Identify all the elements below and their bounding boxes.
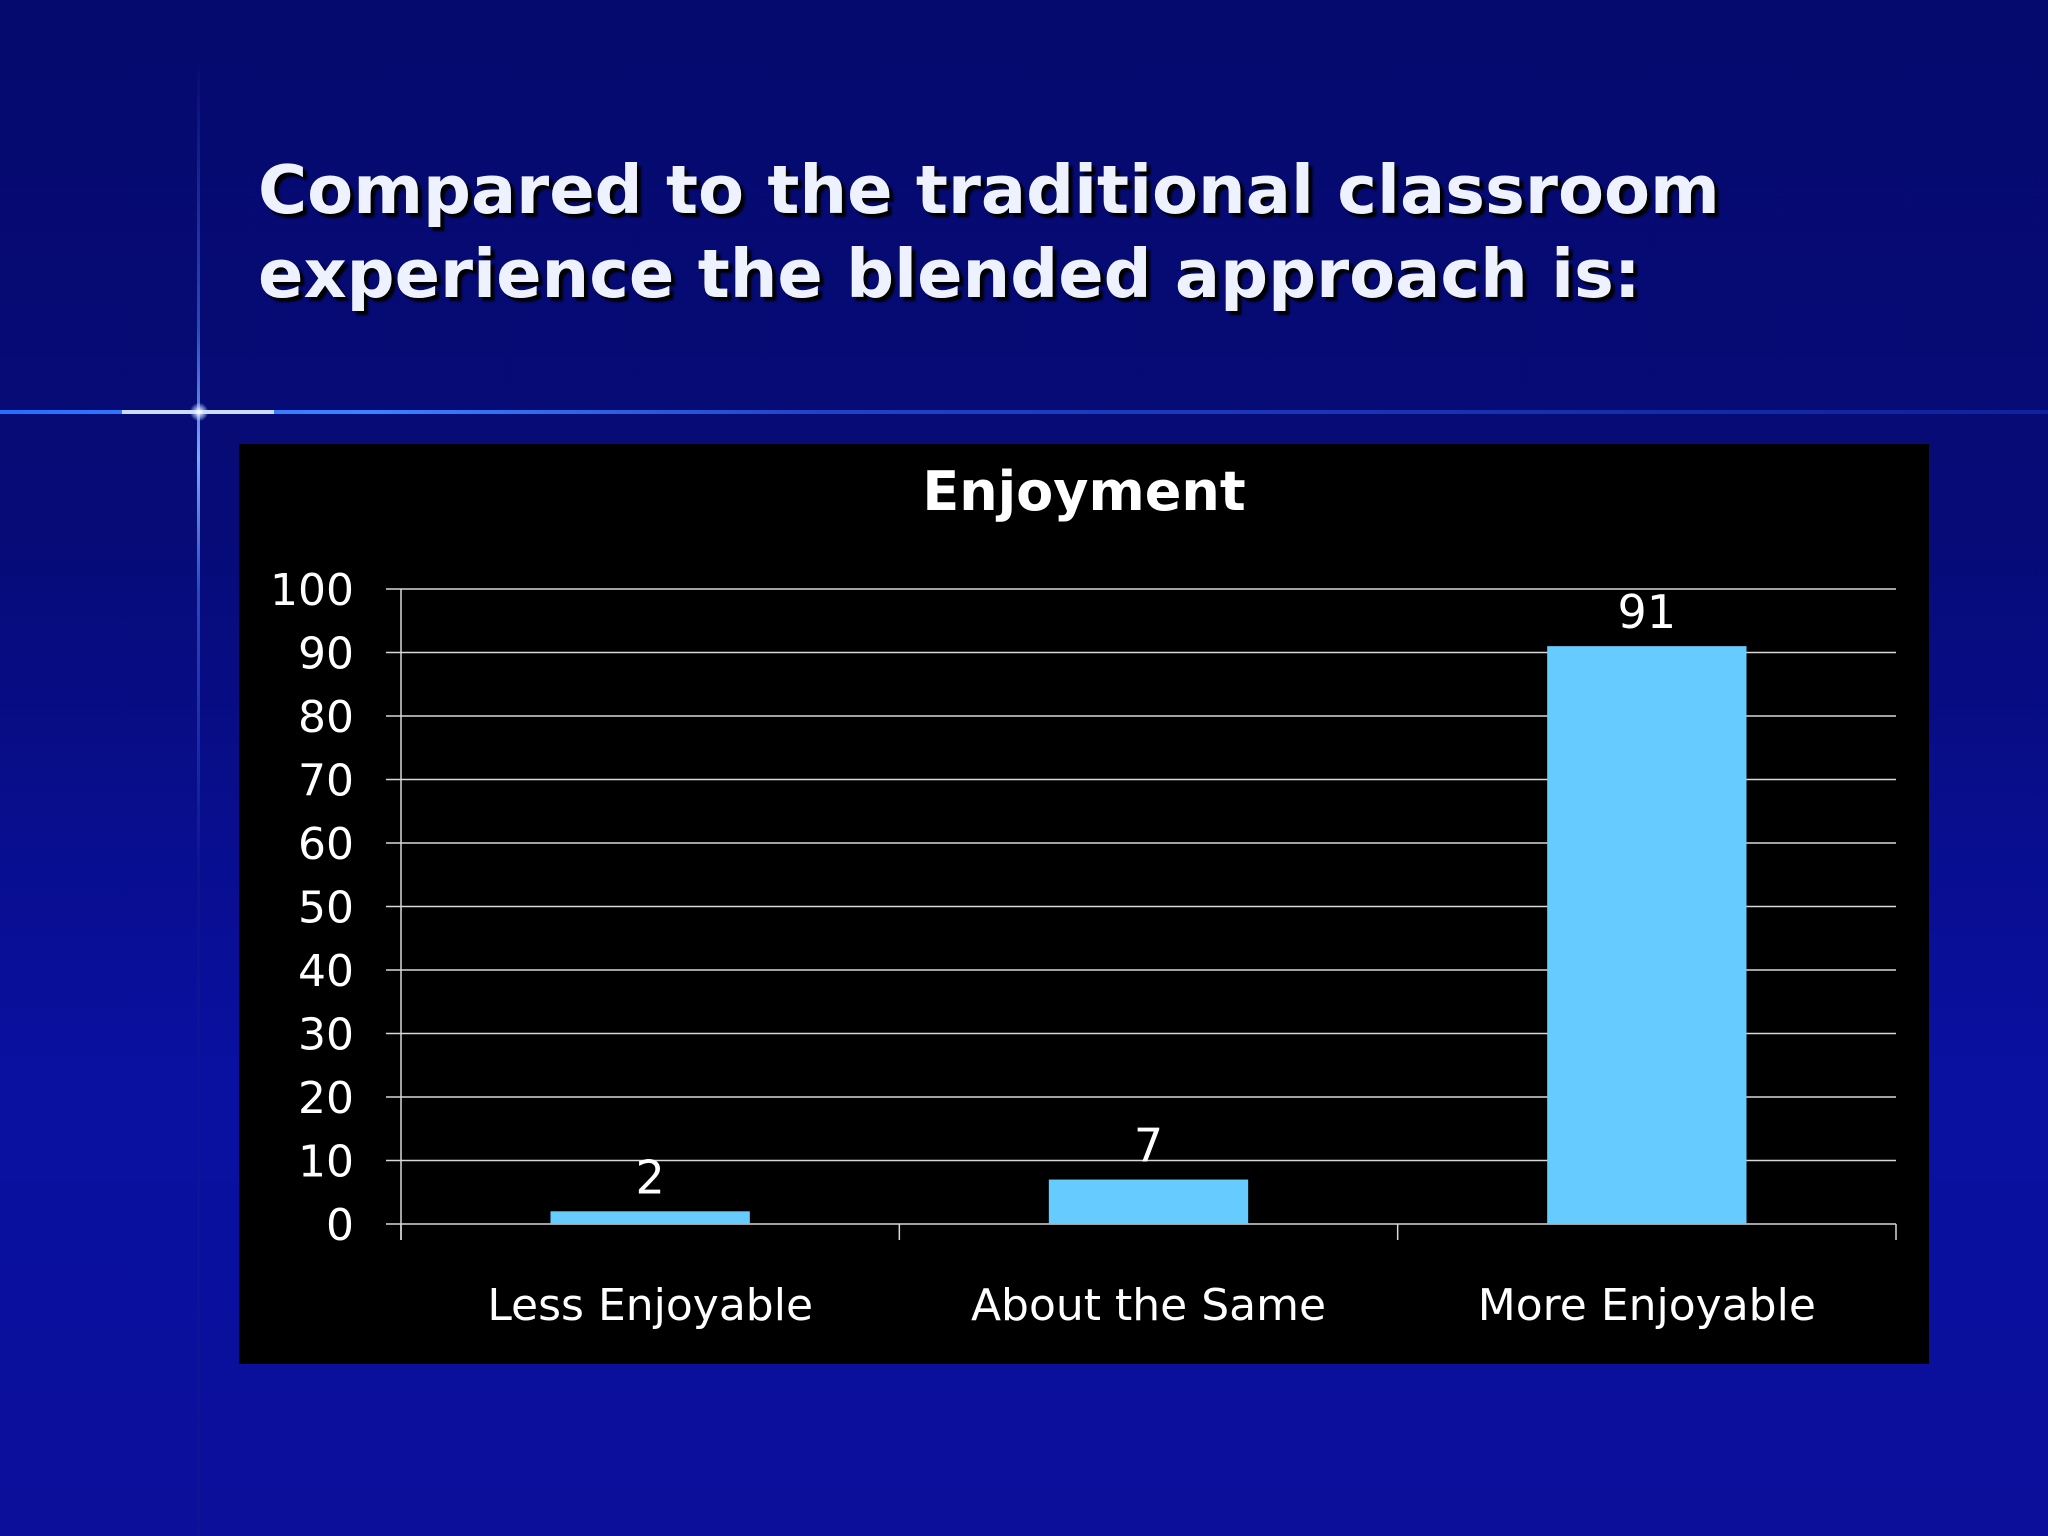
data-label: 91 <box>1618 585 1677 639</box>
x-tick-label: More Enjoyable <box>1478 1280 1816 1331</box>
y-tick-label: 10 <box>298 1137 354 1188</box>
x-tick-labels: Less Enjoyable About the Same More Enjoyab… <box>487 1280 1816 1331</box>
y-tick-label: 40 <box>298 946 354 997</box>
x-tick-label: About the Same <box>971 1280 1326 1331</box>
y-tick-label: 90 <box>298 629 354 680</box>
y-tick-label: 100 <box>270 565 354 616</box>
decorative-horizontal-line <box>0 410 2048 414</box>
decorative-vertical-line <box>197 60 200 1536</box>
data-label: 2 <box>636 1150 665 1204</box>
bar <box>1048 1179 1249 1224</box>
slide-title-line-2: experience the blended approach is: <box>258 235 1641 313</box>
data-label: 7 <box>1134 1119 1163 1173</box>
bars <box>550 646 1747 1224</box>
slide-title-line-1: Compared to the traditional classroom <box>258 151 1720 229</box>
y-tick-label: 60 <box>298 819 354 870</box>
data-labels: 2 7 91 <box>636 585 1677 1204</box>
y-tick-label: 50 <box>298 883 354 934</box>
bar <box>1547 646 1747 1224</box>
chart-panel: Enjoyment 0 10 20 30 40 50 60 70 80 90 100 2 7 91 Le… <box>239 444 1929 1364</box>
y-tick-label: 0 <box>326 1200 354 1251</box>
y-tick-label: 30 <box>298 1010 354 1061</box>
x-tick-label: Less Enjoyable <box>487 1280 813 1331</box>
y-tick-label: 20 <box>298 1073 354 1124</box>
chart-title: Enjoyment <box>922 460 1245 523</box>
y-tick-labels: 0 10 20 30 40 50 60 70 80 90 100 <box>270 565 354 1251</box>
slide-title: Compared to the traditional classroom ex… <box>258 148 1758 316</box>
decorative-sparkle <box>190 403 208 421</box>
bar-chart: Enjoyment 0 10 20 30 40 50 60 70 80 90 100 2 7 91 Le… <box>270 460 1897 1331</box>
bar <box>550 1211 750 1224</box>
y-tick-label: 70 <box>298 756 354 807</box>
y-tick-label: 80 <box>298 692 354 743</box>
